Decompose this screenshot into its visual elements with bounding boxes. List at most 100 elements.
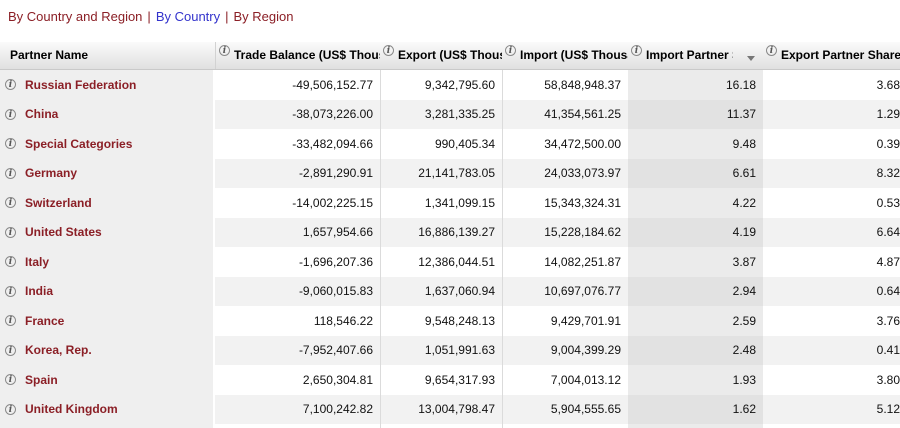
export-value: 9,548,248.13 <box>380 306 502 336</box>
info-icon[interactable]: i <box>5 108 16 120</box>
import-value: 58,848,948.37 <box>502 70 628 100</box>
partner-name: France <box>25 313 65 328</box>
import-value: 15,228,184.62 <box>502 217 628 247</box>
info-icon[interactable]: i <box>5 344 16 356</box>
info-icon[interactable]: i <box>5 197 16 209</box>
trade-balance-value: -2,891,290.91 <box>215 158 380 188</box>
export-partner-share-value: 3.68 <box>763 70 900 100</box>
export-value: 990,405.34 <box>380 129 502 159</box>
export-value: 21,141,783.05 <box>380 158 502 188</box>
import-partner-share-value: 3.87 <box>628 247 763 277</box>
export-partner-share-value: 3.80 <box>763 365 900 395</box>
partner-name: Germany <box>25 166 78 181</box>
export-value: 1,341,099.15 <box>380 188 502 218</box>
table-row: i Korea, Rep. -7,952,407.66 1,051,991.63 9,0… <box>0 335 900 365</box>
import-partner-share-value: 4.19 <box>628 217 763 247</box>
partner-name: China <box>25 107 59 122</box>
partner-cell: i Italy <box>0 247 215 277</box>
partner-name: Spain <box>25 372 58 387</box>
info-icon[interactable]: i <box>5 138 16 150</box>
column-header-partner-name[interactable]: Partner Name <box>10 48 89 62</box>
import-partner-share-value: 1.93 <box>628 365 763 395</box>
trade-balance-value <box>215 424 380 428</box>
import-value <box>502 424 628 428</box>
info-icon[interactable]: i <box>5 256 16 268</box>
import-value: 15,343,324.31 <box>502 188 628 218</box>
table-body: i Russian Federation -49,506,152.77 9,342,7… <box>0 70 900 428</box>
export-partner-share-value: 0.39 <box>763 129 900 159</box>
table-row: i Italy -1,696,207.36 12,386,044.51 14,082,2… <box>0 247 900 277</box>
trade-balance-value: -7,952,407.66 <box>215 335 380 365</box>
trade-balance-value: -38,073,226.00 <box>215 99 380 129</box>
nav-separator: | <box>147 9 151 24</box>
partner-cell: i Russian Federation <box>0 70 215 100</box>
column-header-trade-balance[interactable]: i Trade Balance (US$ Thousand) <box>215 42 380 69</box>
import-value: 7,004,013.12 <box>502 365 628 395</box>
partner-name: Switzerland <box>25 195 92 210</box>
table-row: i Switzerland -14,002,225.15 1,341,099.15 15… <box>0 188 900 218</box>
partner-name: Italy <box>25 254 50 269</box>
table-row: i China -38,073,226.00 3,281,335.25 41,354,5… <box>0 99 900 129</box>
info-icon[interactable]: i <box>5 403 16 415</box>
info-icon[interactable]: i <box>5 315 16 327</box>
info-icon[interactable]: i <box>5 285 16 297</box>
info-icon[interactable]: i <box>5 226 16 238</box>
column-header-label: Import (US$ Thousand) <box>520 48 628 62</box>
partner-name: United States <box>25 225 102 240</box>
table-row: i Spain 2,650,304.81 9,654,317.93 7,004,013.… <box>0 365 900 395</box>
trade-balance-value: -49,506,152.77 <box>215 70 380 100</box>
partner-cell: i Korea, Rep. <box>0 335 215 365</box>
partner-cell: i Spain <box>0 365 215 395</box>
export-partner-share-value: 4.87 <box>763 247 900 277</box>
import-partner-share-value: 2.94 <box>628 276 763 306</box>
column-header-label: Export Partner Share (%) <box>781 48 900 62</box>
column-header-export-partner-share[interactable]: i Export Partner Share (%) <box>763 42 900 69</box>
table-row: i Germany -2,891,290.91 21,141,783.05 24,033… <box>0 158 900 188</box>
partner-name: Korea, Rep. <box>25 343 92 358</box>
trade-balance-value: -1,696,207.36 <box>215 247 380 277</box>
sort-descending-icon[interactable] <box>747 56 755 61</box>
partner-cell: i Germany <box>0 158 215 188</box>
export-value: 1,051,991.63 <box>380 335 502 365</box>
import-value: 9,429,701.91 <box>502 306 628 336</box>
import-partner-share-value: 2.48 <box>628 335 763 365</box>
export-partner-share-value: 6.64 <box>763 217 900 247</box>
import-value: 10,697,076.77 <box>502 276 628 306</box>
info-icon[interactable]: i <box>219 45 230 56</box>
partner-cell: i United States <box>0 217 215 247</box>
trade-balance-value: -33,482,094.66 <box>215 129 380 159</box>
table-row-partial <box>0 424 900 428</box>
table-row: i Russian Federation -49,506,152.77 9,342,7… <box>0 70 900 100</box>
column-header-export[interactable]: i Export (US$ Thousand) <box>380 42 502 69</box>
partner-name: United Kingdom <box>25 402 118 417</box>
info-icon[interactable]: i <box>383 45 394 56</box>
info-icon[interactable]: i <box>631 45 642 56</box>
partner-name: India <box>25 284 54 299</box>
info-icon[interactable]: i <box>766 45 777 56</box>
export-value: 1,637,060.94 <box>380 276 502 306</box>
import-partner-share-value: 1.62 <box>628 394 763 424</box>
table-header-row: Partner Name i Trade Balance (US$ Thousa… <box>0 42 900 70</box>
trade-balance-value: -9,060,015.83 <box>215 276 380 306</box>
info-icon[interactable]: i <box>5 79 16 91</box>
export-partner-share-value: 3.76 <box>763 306 900 336</box>
export-partner-share-value: 8.32 <box>763 158 900 188</box>
column-header-label: Trade Balance (US$ Thousand) <box>234 48 380 62</box>
column-header-import-partner-share[interactable]: i Import Partner Share (%) <box>628 42 763 69</box>
import-value: 34,472,500.00 <box>502 129 628 159</box>
column-header-import[interactable]: i Import (US$ Thousand) <box>502 42 628 69</box>
trade-balance-value: 7,100,242.82 <box>215 394 380 424</box>
import-value: 41,354,561.25 <box>502 99 628 129</box>
nav-link-by-country-and-region[interactable]: By Country and Region <box>8 9 143 24</box>
import-partner-share-value: 16.18 <box>628 70 763 100</box>
export-value: 13,004,798.47 <box>380 394 502 424</box>
partner-name: Russian Federation <box>25 77 137 92</box>
info-icon[interactable]: i <box>5 374 16 386</box>
partner-cell: i France <box>0 306 215 336</box>
import-partner-share-value: 9.48 <box>628 129 763 159</box>
info-icon[interactable]: i <box>5 167 16 179</box>
nav-link-by-country[interactable]: By Country <box>155 9 221 24</box>
nav-link-by-region[interactable]: By Region <box>233 9 294 24</box>
import-value: 9,004,399.29 <box>502 335 628 365</box>
info-icon[interactable]: i <box>505 45 516 56</box>
